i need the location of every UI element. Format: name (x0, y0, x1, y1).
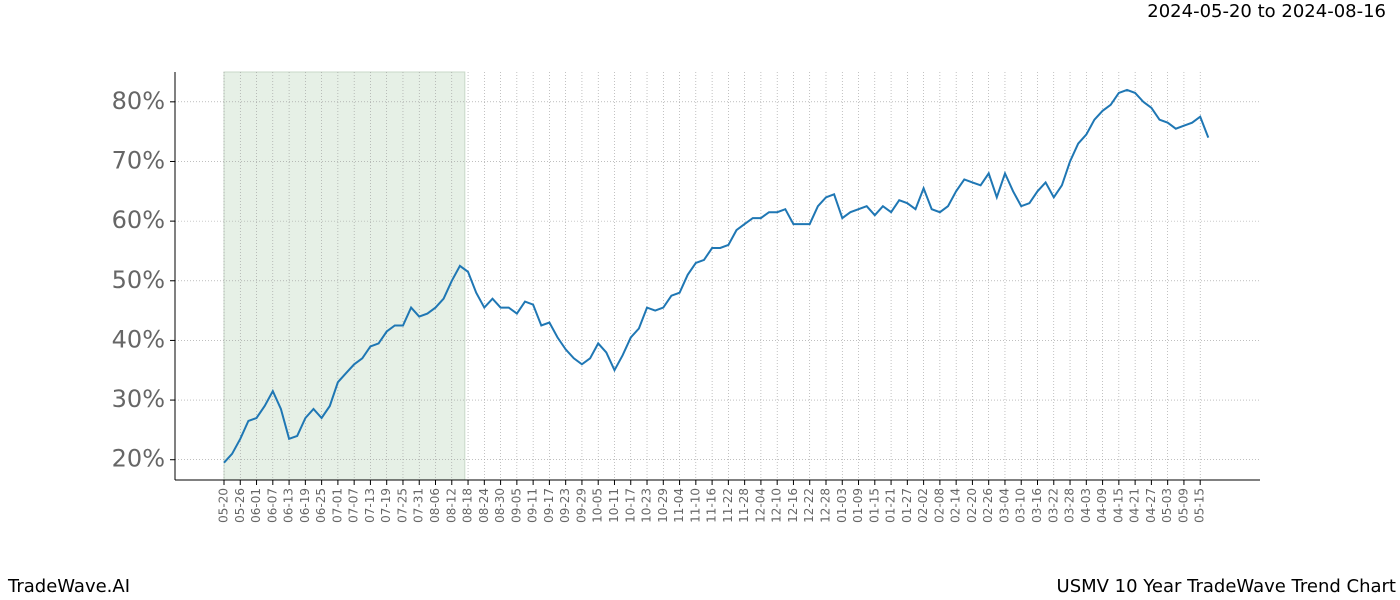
x-tick-label: 07-13 (363, 488, 377, 523)
x-tick-label: 06-19 (298, 488, 312, 523)
x-tick-label: 02-02 (916, 488, 930, 523)
x-tick-label: 11-22 (721, 488, 735, 523)
x-tick-label: 04-03 (1079, 488, 1093, 523)
x-tick-label: 05-20 (217, 488, 231, 523)
x-tick-label: 05-26 (233, 488, 247, 523)
x-tick-label: 02-14 (949, 488, 963, 523)
x-tick-label: 05-03 (1160, 488, 1174, 523)
x-tick-label: 03-16 (1030, 488, 1044, 523)
x-tick-label: 08-24 (477, 488, 491, 523)
x-tick-label: 08-06 (428, 488, 442, 523)
x-tick-label: 10-29 (656, 488, 670, 523)
x-tick-label: 10-23 (640, 488, 654, 523)
x-tick-label: 12-22 (802, 488, 816, 523)
y-tick-label: 60% (112, 206, 165, 234)
x-tick-label: 03-22 (1046, 488, 1060, 523)
x-tick-label: 02-08 (932, 488, 946, 523)
x-tick-label: 09-05 (509, 488, 523, 523)
x-tick-label: 10-11 (607, 488, 621, 523)
x-tick-label: 06-01 (249, 488, 263, 523)
y-tick-label: 70% (112, 146, 165, 174)
x-tick-label: 01-03 (835, 488, 849, 523)
x-tick-label: 05-09 (1176, 488, 1190, 523)
x-tick-label: 06-25 (314, 488, 328, 523)
y-tick-label: 80% (112, 87, 165, 115)
x-tick-label: 11-16 (705, 488, 719, 523)
x-tick-label: 06-07 (265, 488, 279, 523)
x-tick-label: 04-21 (1128, 488, 1142, 523)
x-tick-label: 01-09 (851, 488, 865, 523)
x-tick-label: 09-17 (542, 488, 556, 523)
x-tick-label: 07-07 (347, 488, 361, 523)
x-tick-label: 03-28 (1063, 488, 1077, 523)
x-tick-label: 12-16 (786, 488, 800, 523)
x-tick-label: 11-28 (737, 488, 751, 523)
footer-right: USMV 10 Year TradeWave Trend Chart (1057, 576, 1396, 597)
chart-subtitle: 2024-05-20 to 2024-08-16 (1147, 1, 1386, 22)
x-tick-label: 07-31 (412, 488, 426, 523)
x-tick-label: 09-23 (558, 488, 572, 523)
highlight-band (223, 71, 466, 481)
x-tick-label: 03-04 (997, 488, 1011, 523)
x-tick-label: 08-12 (444, 488, 458, 523)
x-tick-label: 09-11 (526, 488, 540, 523)
y-tick-label: 20% (112, 445, 165, 473)
y-tick-label: 30% (112, 385, 165, 413)
x-tick-label: 02-20 (965, 488, 979, 523)
x-tick-label: 07-01 (330, 488, 344, 523)
x-tick-label: 11-04 (672, 488, 686, 523)
x-tick-label: 04-15 (1111, 488, 1125, 523)
y-tick-label: 50% (112, 266, 165, 294)
x-tick-label: 09-29 (574, 488, 588, 523)
x-tick-label: 10-17 (623, 488, 637, 523)
x-tick-label: 03-10 (1014, 488, 1028, 523)
y-tick-label: 40% (112, 325, 165, 353)
x-tick-label: 04-27 (1144, 488, 1158, 523)
x-tick-label: 07-19 (379, 488, 393, 523)
x-tick-label: 04-09 (1095, 488, 1109, 523)
x-tick-label: 05-15 (1193, 488, 1207, 523)
x-tick-label: 12-10 (770, 488, 784, 523)
x-tick-label: 01-15 (867, 488, 881, 523)
x-tick-label: 12-04 (753, 488, 767, 523)
x-tick-label: 01-21 (884, 488, 898, 523)
x-tick-label: 12-28 (818, 488, 832, 523)
x-tick-label: 08-30 (493, 488, 507, 523)
x-tick-label: 08-18 (461, 488, 475, 523)
footer-left: TradeWave.AI (7, 576, 130, 597)
x-tick-label: 02-26 (981, 488, 995, 523)
x-tick-label: 01-27 (900, 488, 914, 523)
x-tick-label: 06-13 (282, 488, 296, 523)
trend-line (223, 88, 1210, 464)
x-tick-label: 10-05 (591, 488, 605, 523)
x-tick-label: 07-25 (395, 488, 409, 523)
x-tick-label: 11-10 (688, 488, 702, 523)
